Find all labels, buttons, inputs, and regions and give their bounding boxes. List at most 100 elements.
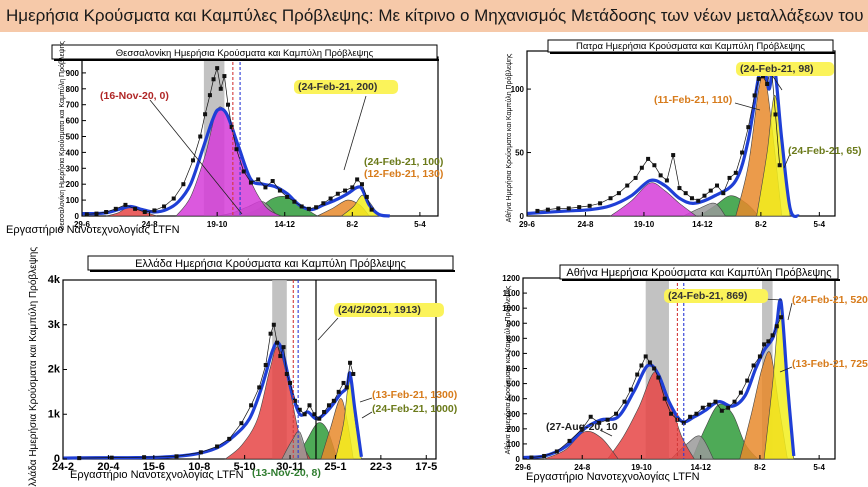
annotation-highlight	[334, 303, 444, 317]
x-tick-label: 24-8	[574, 463, 591, 472]
data-point	[331, 398, 336, 403]
data-point	[288, 380, 293, 385]
data-point	[721, 191, 726, 196]
data-segment	[192, 136, 201, 161]
x-tick-label: 22-3	[370, 461, 392, 473]
data-point	[643, 354, 648, 359]
data-point	[285, 194, 290, 199]
data-point	[696, 198, 701, 203]
data-point	[639, 363, 644, 368]
data-point	[113, 206, 118, 211]
y-tick-label: 300	[507, 410, 521, 419]
data-point	[317, 416, 322, 421]
data-point	[227, 436, 232, 441]
data-point	[542, 453, 547, 458]
data-segment	[283, 347, 288, 375]
data-point	[762, 342, 767, 347]
data-point	[652, 366, 657, 371]
data-point	[545, 207, 550, 212]
data-point	[727, 175, 732, 180]
data-segment	[250, 387, 260, 406]
annotation-label: (12-Feb-21, 130)	[364, 168, 443, 180]
y-tick-label: 50	[515, 149, 524, 158]
y-tick-label: 300	[66, 164, 80, 173]
data-point	[733, 170, 738, 175]
data-point	[278, 354, 283, 359]
wave-area	[609, 182, 697, 217]
data-point	[229, 124, 234, 129]
data-point	[292, 398, 297, 403]
y-tick-label: 100	[511, 85, 525, 94]
data-point	[664, 178, 669, 183]
data-point	[152, 208, 157, 213]
y-tick-label: 0	[75, 212, 80, 221]
data-point	[656, 375, 661, 380]
data-segment	[775, 114, 781, 166]
data-point	[597, 420, 602, 425]
data-point	[605, 417, 610, 422]
data-point	[683, 191, 688, 196]
data-point	[207, 93, 212, 98]
x-tick-label: 10-8	[188, 461, 210, 473]
data-point	[239, 421, 244, 426]
data-point	[616, 191, 621, 196]
data-segment	[615, 401, 625, 414]
x-tick-label: 24-2	[52, 461, 74, 473]
data-point	[752, 93, 757, 98]
data-point	[669, 411, 674, 416]
data-segment	[746, 365, 754, 381]
x-tick-label: 15-6	[143, 461, 165, 473]
chart-title: Θεσσαλονίκη Ημερήσια Κρούσματα και Καμπύ…	[116, 48, 374, 59]
data-point	[174, 454, 179, 459]
y-axis-label: Αθήνα Ημερήσια Κρούσματα και Καμπύλη Πρό…	[504, 285, 512, 454]
chart-title-shadow	[54, 59, 439, 61]
data-point	[336, 389, 341, 394]
data-segment	[220, 75, 225, 89]
data-segment	[741, 127, 749, 153]
y-tick-label: 400	[66, 148, 80, 157]
data-point	[779, 315, 784, 320]
x-tick-label: 8-2	[754, 463, 766, 472]
data-point	[314, 205, 319, 210]
data-point	[142, 210, 147, 215]
chart-greece: 0 1k 2k 3k 4k 24-2 20-4 15-6 10-8 5-10 30-11 25-1 22…	[27, 247, 457, 487]
y-axis-label: Ελλάδα Ημερήσια Κρούσματα και Καμπύλη Πρ…	[27, 247, 39, 487]
wave-area	[281, 431, 309, 460]
annotation-leader	[787, 302, 793, 321]
data-point	[556, 206, 561, 211]
annotation-label: (24-Feb-21, 520	[792, 294, 868, 306]
annotation-leader	[343, 95, 367, 171]
data-point	[341, 380, 346, 385]
data-point	[257, 385, 262, 390]
data-point	[707, 402, 712, 407]
data-point	[777, 163, 782, 168]
data-segment	[204, 95, 211, 115]
y-tick-label: 500	[507, 380, 521, 389]
annotation-leader	[359, 397, 373, 403]
data-point	[312, 412, 317, 417]
data-segment	[658, 377, 666, 399]
data-point	[364, 194, 369, 199]
data-point	[708, 188, 713, 193]
data-point	[350, 185, 355, 190]
y-tick-label: 1k	[48, 408, 61, 420]
data-segment	[544, 451, 557, 457]
annotation-label: (13-Nov-20, 8)	[252, 467, 321, 479]
annotation-label: (24-Feb-21, 100)	[364, 156, 443, 168]
data-point	[275, 340, 280, 345]
y-tick-label: 100	[507, 440, 521, 449]
data-point	[343, 188, 348, 193]
data-segment	[556, 440, 570, 452]
annotation-label: (27-Aug-20, 10	[546, 421, 618, 433]
data-point	[211, 77, 216, 82]
annotation-leader	[361, 411, 373, 419]
annotation-leader	[149, 99, 243, 215]
annotation-label: (13-Feb-21, 1300)	[372, 389, 457, 401]
data-point	[263, 185, 268, 190]
data-segment	[173, 184, 184, 199]
data-point	[554, 449, 559, 454]
x-tick-label: 5-4	[813, 463, 825, 472]
y-tick-label: 800	[66, 85, 80, 94]
data-segment	[722, 177, 730, 194]
data-segment	[672, 155, 680, 189]
